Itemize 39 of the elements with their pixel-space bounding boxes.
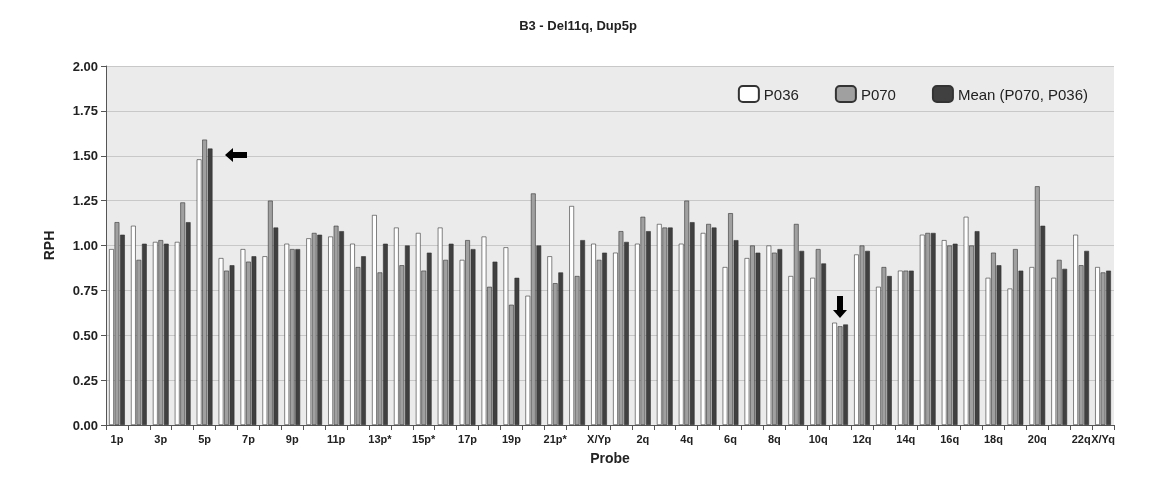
x-tick-label: 11p [326, 432, 346, 445]
x-tick-label: 5p [198, 432, 212, 445]
x-tick-label: X/Yp [587, 432, 612, 445]
x-axis-title: Probe [590, 450, 631, 466]
x-tick-label: 7p [242, 432, 256, 445]
x-tick-label: 12q [852, 432, 872, 445]
legend-label: P036 [763, 85, 799, 103]
y-tick-label: 0.25 [72, 372, 98, 388]
x-tick-label: 18q [983, 432, 1003, 445]
y-tick-label: 0.75 [72, 282, 98, 298]
legend-label: Mean (P070, P036) [957, 85, 1088, 103]
x-tick-label: 22q [1071, 432, 1091, 445]
legend-label: P070 [860, 85, 896, 103]
x-tick-label: 1p [110, 432, 124, 445]
y-tick-label: 1.25 [72, 193, 98, 209]
y-tick-label: 1.50 [72, 148, 98, 164]
x-tick-label: 3p [154, 432, 168, 445]
x-tick-label: 16q [940, 432, 960, 445]
x-tick-label: 21p* [543, 432, 568, 445]
x-tick-label: 17p [458, 432, 478, 445]
x-tick-label: 10q [808, 432, 828, 445]
y-tick-label: 0.00 [72, 417, 98, 433]
y-tick-label: 0.50 [72, 327, 98, 343]
x-tick-label: 14q [896, 432, 916, 445]
x-tick-label: 6q [724, 432, 737, 445]
chart-title: B3 - Del11q, Dup5p [519, 18, 637, 33]
x-tick-label: 2q [636, 432, 650, 445]
x-tick-label: 8q [767, 432, 781, 445]
x-tick-label: 19p [501, 432, 522, 445]
y-tick-label: 1.00 [72, 238, 98, 253]
x-tick-label: 4q [680, 432, 694, 445]
x-tick-label: 20q [1027, 432, 1047, 445]
x-tick-label: 13p* [368, 432, 393, 445]
y-axis-title: RPH [41, 230, 57, 261]
x-tick-label: 15p* [412, 432, 437, 445]
y-tick-label: 1.75 [72, 103, 98, 119]
y-tick-label: 2.00 [72, 58, 98, 74]
x-tick-label: 9p [285, 432, 299, 445]
x-tick-label: X/Yq [1091, 432, 1115, 445]
